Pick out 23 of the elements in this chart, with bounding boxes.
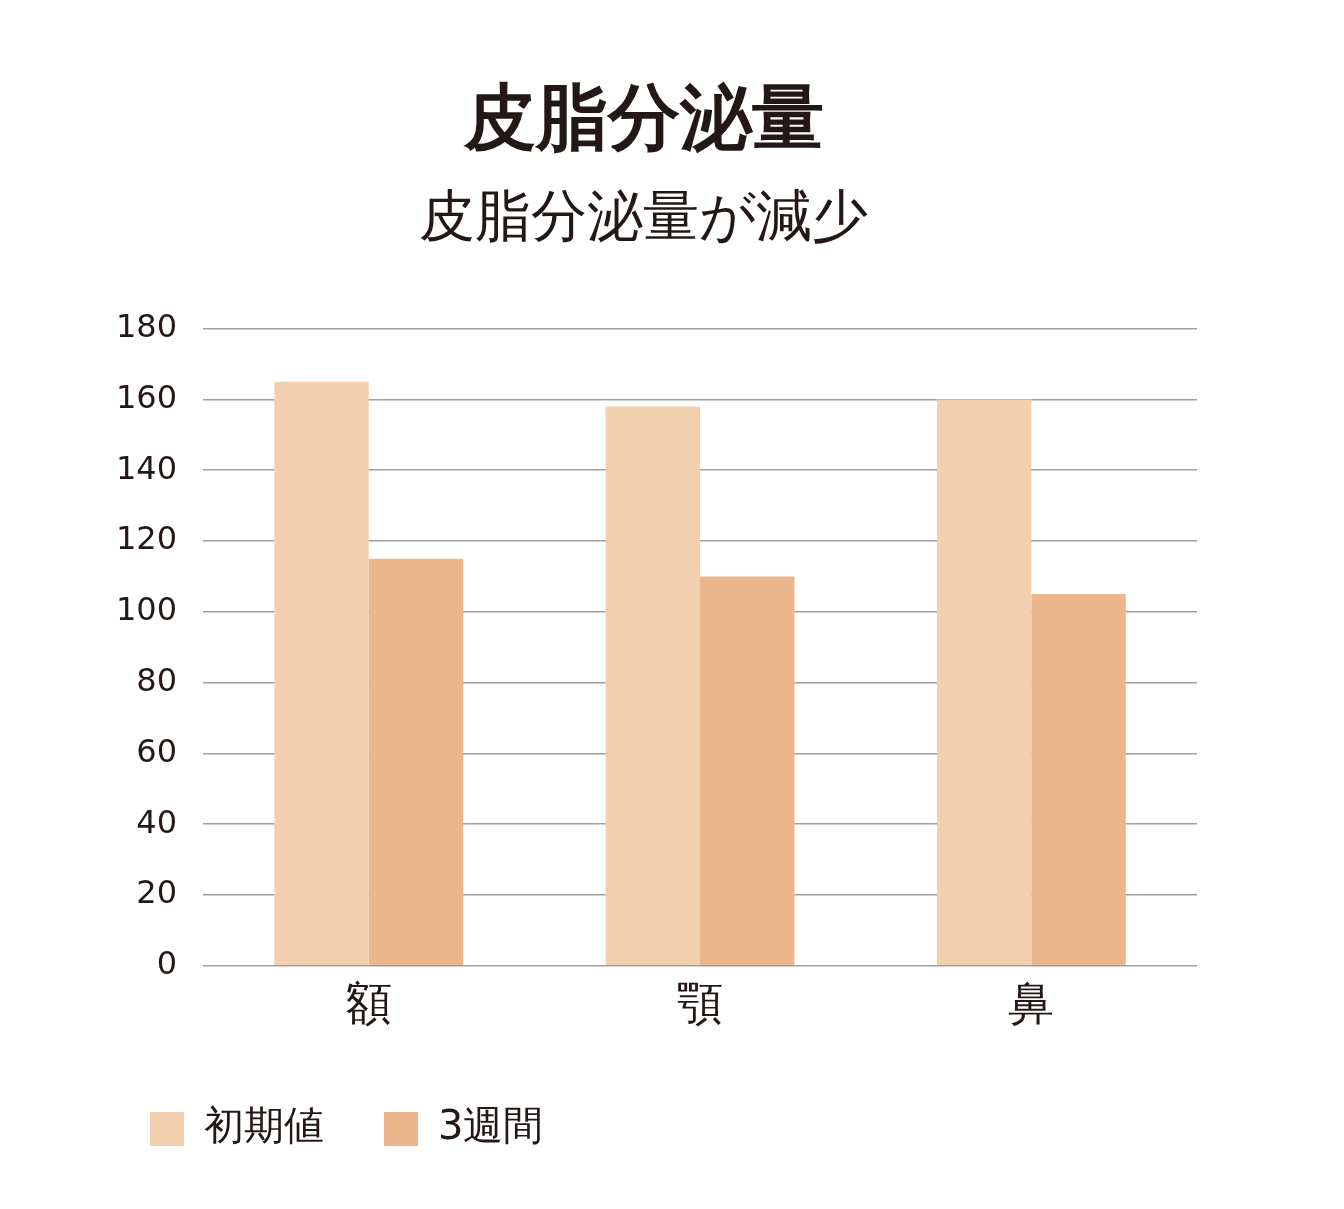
y-tick-label: 180 <box>116 306 178 345</box>
legend-label: 初期値 <box>204 1102 324 1149</box>
y-tick-label: 60 <box>136 731 178 770</box>
bar <box>274 381 369 966</box>
bar <box>605 406 701 966</box>
y-tick-label: 20 <box>136 873 178 912</box>
bar <box>368 558 464 966</box>
y-tick-label: 100 <box>116 590 178 629</box>
y-tick-label: 80 <box>136 660 178 699</box>
bar <box>700 576 795 966</box>
y-tick-label: 140 <box>116 448 178 487</box>
chart-subtitle: 皮脂分泌量が減少 <box>419 182 868 248</box>
x-tick-label: 額 <box>345 976 392 1031</box>
x-tick-label: 鼻 <box>1008 976 1055 1031</box>
y-tick-label: 120 <box>116 519 178 558</box>
x-tick-label: 顎 <box>677 976 724 1031</box>
y-tick-label: 160 <box>116 377 178 416</box>
bar <box>1031 594 1126 966</box>
y-tick-label: 0 <box>156 944 178 983</box>
chart-title: 皮脂分泌量 <box>462 74 824 159</box>
bar <box>936 399 1032 966</box>
y-tick-label: 40 <box>136 802 178 841</box>
legend-label: 3週間 <box>438 1102 544 1149</box>
